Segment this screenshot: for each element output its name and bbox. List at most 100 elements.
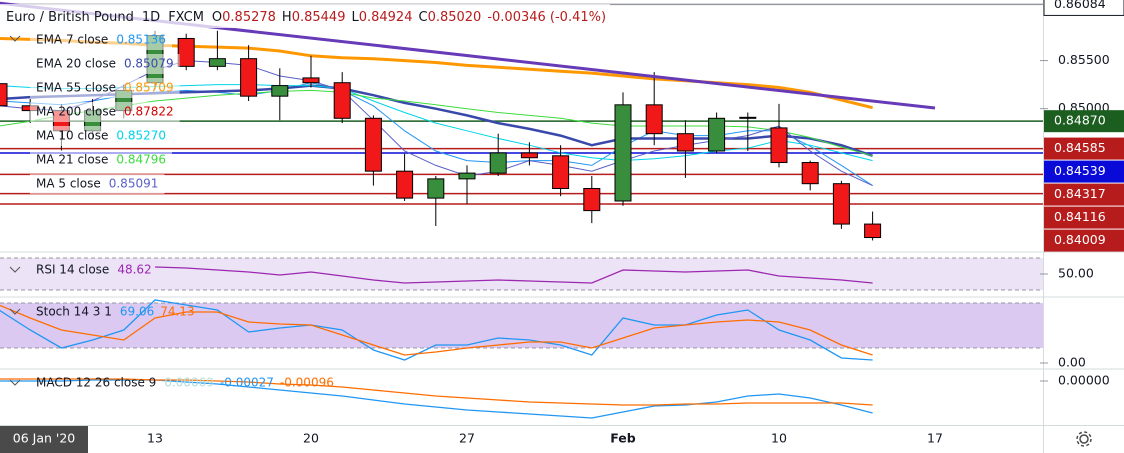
price-tag <box>1044 110 1124 133</box>
legend-bg <box>30 150 172 170</box>
legend-value: -0.00027 <box>220 376 274 390</box>
candle-body <box>427 178 445 199</box>
candle-body <box>396 170 414 199</box>
price-tag-label: 0.86084 <box>1054 0 1106 11</box>
legend-bg <box>30 30 172 50</box>
legend-bg <box>30 102 180 122</box>
x-tick-label: 27 <box>459 431 475 446</box>
pane <box>0 257 1043 291</box>
candle-body <box>271 85 289 97</box>
crosshair-date-box <box>0 426 88 453</box>
legend-bg <box>30 174 165 194</box>
legend-name: EMA 55 close <box>36 81 116 95</box>
price-tag <box>1044 229 1124 252</box>
candle-body <box>832 183 850 225</box>
ohlc-value: 0.84924 <box>359 10 413 25</box>
header: Euro / British Pound 1D FXCM O0.85278 H0.854… <box>0 4 610 28</box>
candle-body <box>520 152 538 159</box>
legend-value: 0.85136 <box>116 33 166 47</box>
candle-body <box>208 58 226 67</box>
y-tick-label: 0.00 <box>1058 355 1086 370</box>
ohlc-key: O <box>212 10 222 25</box>
price-tag-label: 0.84317 <box>1054 186 1106 201</box>
legend-name: EMA 7 close <box>36 33 108 47</box>
ohlc-value: 0.85278 <box>222 10 276 25</box>
candle-body <box>0 83 8 107</box>
x-tick-label: 13 <box>147 431 163 446</box>
price-tag-label: 0.84009 <box>1054 232 1106 247</box>
candle-body <box>864 223 882 239</box>
legend-value: -0.00096 <box>280 376 334 390</box>
pane <box>0 378 1043 419</box>
indicator-line <box>154 266 873 284</box>
ohlc-value: 0.85449 <box>292 10 346 25</box>
pane-name: Stoch 14 3 1 <box>36 305 112 319</box>
indicator-line <box>0 299 873 361</box>
ohlc-key: L <box>351 10 359 25</box>
price-tag-label: 0.84585 <box>1054 140 1106 155</box>
candle-body <box>177 37 195 67</box>
legend-value: 0.85091 <box>109 177 159 191</box>
price-tag <box>1044 137 1124 160</box>
legend-value: 0.87822 <box>124 105 174 119</box>
x-tick-label: 10 <box>771 431 787 446</box>
legend-name: MA 200 close <box>36 105 116 119</box>
ohlc-value: 0.85020 <box>428 10 482 25</box>
candle-body <box>645 104 663 135</box>
legend-bg <box>30 78 180 98</box>
crosshair-date: 06 Jan '20 <box>13 431 76 446</box>
ohlc-key: H <box>282 10 292 25</box>
x-tick-label: 17 <box>927 431 943 446</box>
interval: 1D <box>142 10 160 25</box>
band-fill <box>0 303 1043 348</box>
legend-arrow <box>9 35 21 42</box>
legend-arrow <box>9 308 21 315</box>
pane <box>0 299 1043 364</box>
indicator-line <box>0 378 873 406</box>
candle-body <box>770 127 788 164</box>
price-tag-label: 0.84870 <box>1054 113 1106 128</box>
ohlc-key: C <box>418 10 427 25</box>
legend-value: 74.13 <box>160 305 194 319</box>
candle-body <box>364 117 382 172</box>
price-tag <box>1044 160 1124 183</box>
candle-body <box>240 58 258 97</box>
y-tick-label: 0.85500 <box>1058 52 1110 67</box>
legend-value: 0.00069 <box>164 376 214 390</box>
candle-body <box>489 152 507 174</box>
candle-body <box>676 133 694 152</box>
legend-name: MA 5 close <box>36 177 101 191</box>
change: -0.00346 (-0.41%) <box>487 10 606 25</box>
x-tick-label: 20 <box>303 431 319 446</box>
price-tag-label: 0.84539 <box>1054 163 1106 178</box>
price-tag <box>1044 206 1124 229</box>
legend-value: 0.85270 <box>116 129 166 143</box>
indicator-line <box>0 60 873 187</box>
legend-name: MA 10 close <box>36 129 108 143</box>
indicator-line <box>0 304 873 356</box>
x-tick-label: Feb <box>610 431 636 446</box>
legend-arrow <box>9 266 21 273</box>
legend-arrow <box>9 379 21 386</box>
legend-bg <box>30 54 180 74</box>
legend-name: EMA 20 close <box>36 57 116 71</box>
pane-name: RSI 14 close <box>36 263 109 277</box>
candle-body <box>708 117 726 152</box>
price-tag <box>1044 183 1124 206</box>
legend-value: 0.85709 <box>124 81 174 95</box>
legend-value: 69.06 <box>120 305 154 319</box>
y-tick-label: 50.00 <box>1058 266 1094 281</box>
candle-body <box>614 104 632 202</box>
price-tag <box>1043 0 1124 16</box>
source: FXCM <box>168 10 204 25</box>
price-tag-label: 0.84116 <box>1054 209 1106 224</box>
header-line: Euro / British Pound 1D FXCM O0.85278 H0.854… <box>6 10 606 25</box>
symbol: Euro / British Pound <box>6 10 134 25</box>
settings-icon[interactable] <box>1076 431 1092 447</box>
candle-body <box>801 162 819 185</box>
candle-body <box>458 172 476 180</box>
band-fill <box>0 258 1043 290</box>
